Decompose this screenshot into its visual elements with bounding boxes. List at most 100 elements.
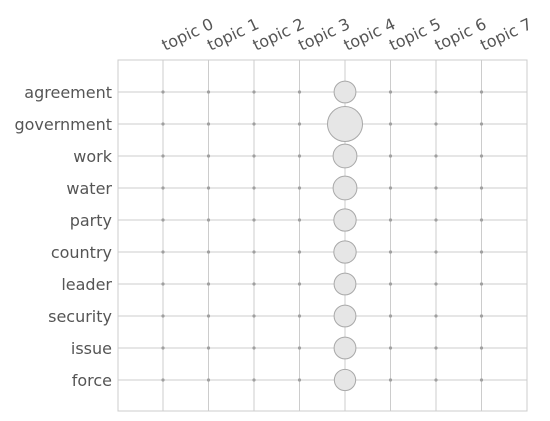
empty-point-work-topic-5 xyxy=(388,154,393,158)
x-tick-label: topic 2 xyxy=(250,14,308,54)
grid xyxy=(118,60,527,411)
empty-point-water-topic-0 xyxy=(161,186,165,190)
y-tick-label: party xyxy=(70,211,112,230)
empty-point-country-topic-7 xyxy=(479,250,484,254)
empty-point-issue-topic-2 xyxy=(252,346,256,350)
x-tick-label: topic 7 xyxy=(477,14,535,54)
empty-point-security-topic-0 xyxy=(161,314,165,318)
bubbles xyxy=(327,80,363,392)
empty-point-security-topic-5 xyxy=(388,314,393,318)
y-tick-label: government xyxy=(14,115,112,134)
y-tick-label: agreement xyxy=(24,83,112,102)
empty-point-government-topic-2 xyxy=(252,122,256,126)
empty-point-security-topic-3 xyxy=(297,314,302,318)
bubble-country-topic-4 xyxy=(333,240,357,264)
empty-point-force-topic-7 xyxy=(479,378,484,382)
empty-point-issue-topic-1 xyxy=(206,346,211,350)
empty-point-issue-topic-0 xyxy=(161,346,165,350)
y-tick-labels: agreement government work water party country… xyxy=(14,83,112,390)
empty-point-party-topic-3 xyxy=(297,218,302,222)
empty-point-security-topic-2 xyxy=(252,314,256,318)
y-tick-label: security xyxy=(48,307,112,326)
empty-point-security-topic-6 xyxy=(434,314,438,318)
x-tick-label: topic 1 xyxy=(204,14,262,54)
x-tick-label: topic 5 xyxy=(386,14,444,54)
bubble-leader-topic-4 xyxy=(333,272,357,296)
empty-point-work-topic-1 xyxy=(206,154,211,158)
empty-point-party-topic-2 xyxy=(252,218,256,222)
empty-point-issue-topic-6 xyxy=(434,346,438,350)
empty-point-issue-topic-3 xyxy=(297,346,302,350)
bubble-security-topic-4 xyxy=(333,304,357,328)
empty-point-security-topic-1 xyxy=(206,314,211,318)
empty-point-country-topic-1 xyxy=(206,250,211,254)
empty-point-issue-topic-5 xyxy=(388,346,393,350)
bubble-party-topic-4 xyxy=(333,208,357,232)
empty-point-agreement-topic-7 xyxy=(479,90,484,94)
empty-point-party-topic-1 xyxy=(206,218,211,222)
y-tick-label: country xyxy=(51,243,112,262)
empty-point-leader-topic-6 xyxy=(434,282,438,286)
empty-point-country-topic-6 xyxy=(434,250,438,254)
empty-point-force-topic-0 xyxy=(161,378,165,382)
empty-point-leader-topic-5 xyxy=(388,282,393,286)
empty-point-force-topic-5 xyxy=(388,378,393,382)
empty-point-work-topic-6 xyxy=(434,154,438,158)
empty-point-agreement-topic-6 xyxy=(434,90,438,94)
y-tick-label: leader xyxy=(61,275,112,294)
x-tick-label: topic 3 xyxy=(295,14,353,54)
empty-point-party-topic-7 xyxy=(479,218,484,222)
empty-point-water-topic-6 xyxy=(434,186,438,190)
empty-point-work-topic-0 xyxy=(161,154,165,158)
empty-point-issue-topic-7 xyxy=(479,346,484,350)
empty-point-water-topic-1 xyxy=(206,186,211,190)
y-tick-label: force xyxy=(72,371,112,390)
bubble-government-topic-4 xyxy=(327,106,363,142)
empty-point-leader-topic-1 xyxy=(206,282,211,286)
bubble-work-topic-4 xyxy=(332,143,358,169)
empty-point-country-topic-3 xyxy=(297,250,302,254)
empty-point-leader-topic-7 xyxy=(479,282,484,286)
empty-point-country-topic-0 xyxy=(161,250,165,254)
empty-point-government-topic-5 xyxy=(388,122,393,126)
empty-point-country-topic-5 xyxy=(388,250,393,254)
empty-point-government-topic-7 xyxy=(479,122,484,126)
empty-point-agreement-topic-0 xyxy=(161,90,165,94)
empty-point-work-topic-7 xyxy=(479,154,484,158)
empty-point-leader-topic-0 xyxy=(161,282,165,286)
empty-point-leader-topic-3 xyxy=(297,282,302,286)
empty-point-leader-topic-2 xyxy=(252,282,256,286)
empty-point-agreement-topic-3 xyxy=(297,90,302,94)
empty-point-party-topic-0 xyxy=(161,218,165,222)
empty-point-government-topic-1 xyxy=(206,122,211,126)
plot-frame xyxy=(117,59,528,412)
empty-point-water-topic-3 xyxy=(297,186,302,190)
bubble-agreement-topic-4 xyxy=(333,80,357,104)
empty-point-force-topic-1 xyxy=(206,378,211,382)
empty-point-work-topic-3 xyxy=(297,154,302,158)
empty-point-party-topic-5 xyxy=(388,218,393,222)
empty-point-government-topic-3 xyxy=(297,122,302,126)
empty-point-water-topic-2 xyxy=(252,186,256,190)
empty-point-security-topic-7 xyxy=(479,314,484,318)
empty-point-work-topic-2 xyxy=(252,154,256,158)
empty-point-government-topic-0 xyxy=(161,122,165,126)
bubble-force-topic-4 xyxy=(333,368,357,392)
empty-point-water-topic-5 xyxy=(388,186,393,190)
bubble-issue-topic-4 xyxy=(333,336,357,360)
empty-point-force-topic-2 xyxy=(252,378,256,382)
empty-point-country-topic-2 xyxy=(252,250,256,254)
y-tick-label: water xyxy=(66,179,112,198)
bubble-water-topic-4 xyxy=(332,175,358,201)
empty-cell-markers xyxy=(161,90,484,382)
empty-point-agreement-topic-5 xyxy=(388,90,393,94)
y-tick-label: issue xyxy=(71,339,112,358)
y-tick-label: work xyxy=(73,147,112,166)
empty-point-water-topic-7 xyxy=(479,186,484,190)
x-tick-label: topic 6 xyxy=(432,14,490,54)
x-tick-label: topic 0 xyxy=(159,14,217,54)
empty-point-force-topic-3 xyxy=(297,378,302,382)
empty-point-government-topic-6 xyxy=(434,122,438,126)
